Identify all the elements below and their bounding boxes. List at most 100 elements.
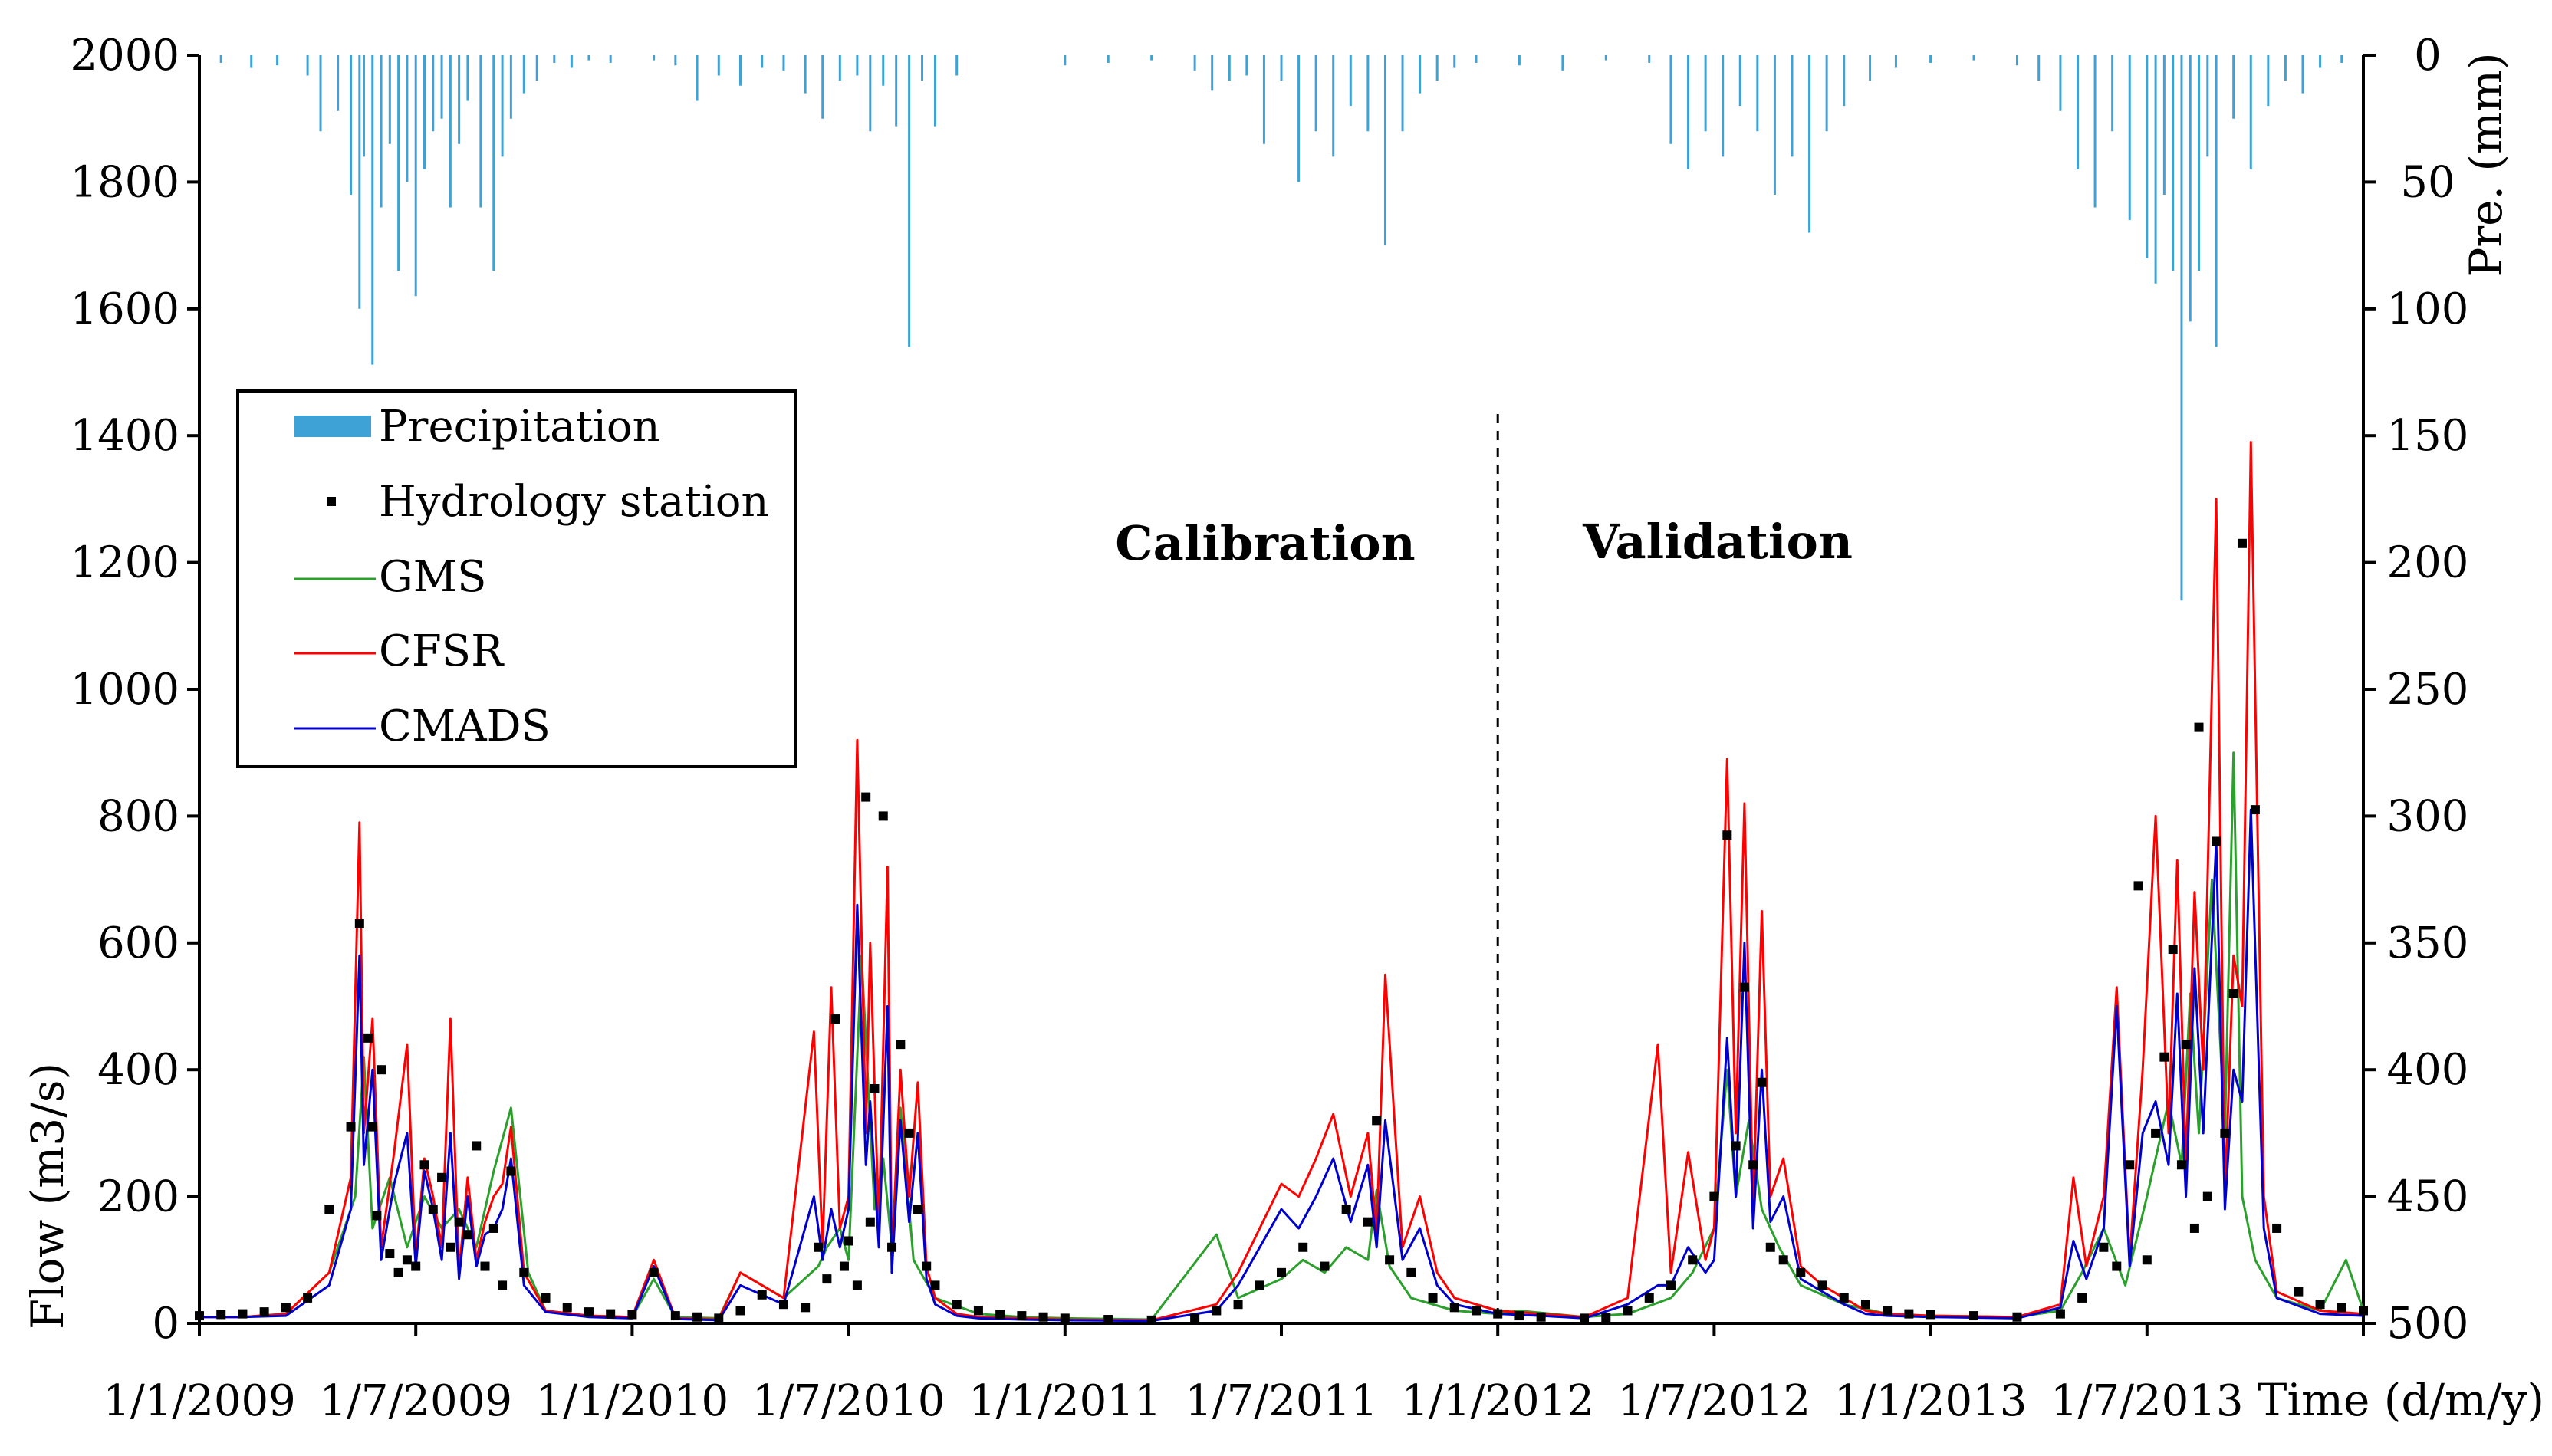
hydrology-point: [216, 1310, 226, 1320]
hydrology-point: [930, 1280, 940, 1290]
y2-axis-label: Pre. (mm): [2460, 52, 2512, 277]
hydrology-point: [1748, 1160, 1758, 1170]
hydrology-point: [2151, 1128, 2161, 1138]
y-tick-label: 200: [97, 1172, 179, 1222]
hydrology-point: [402, 1255, 412, 1265]
y-tick-label: 1600: [70, 284, 179, 334]
hydrology-point: [2142, 1255, 2152, 1265]
hydrology-point: [913, 1205, 922, 1214]
hydrology-point: [259, 1307, 269, 1317]
hydrology-point: [861, 792, 871, 802]
validation-label: Validation: [1582, 514, 1853, 570]
hydrology-point: [1739, 982, 1749, 992]
hydrology-point: [878, 811, 888, 821]
hydrology-point: [1385, 1255, 1395, 1265]
y-tick-label: 1200: [70, 538, 179, 588]
hydrology-point: [480, 1261, 490, 1271]
hydrology-point: [584, 1307, 594, 1317]
hydrology-point: [757, 1290, 767, 1300]
y2-tick-label: 0: [2414, 31, 2442, 81]
y2-tick-label: 300: [2387, 791, 2469, 841]
y-tick-label: 1800: [70, 157, 179, 207]
hydrology-point: [692, 1312, 702, 1322]
left-y-ticks: 0 200 400 600 800 1000 1200 1400 1600 1800 2000: [70, 31, 199, 1349]
x-tick-label: 1/7/2011: [1185, 1376, 1378, 1426]
hydrology-point: [870, 1084, 880, 1094]
legend-cmads-label: CMADS: [379, 702, 551, 751]
hydrology-point: [822, 1274, 832, 1284]
hydrology-point: [887, 1242, 897, 1252]
y2-tick-label: 500: [2387, 1299, 2469, 1349]
hydrology-point: [488, 1223, 498, 1233]
hydrology-point: [2294, 1287, 2304, 1297]
x-tick-label: 1/7/2013: [2050, 1376, 2244, 1426]
hydrology-point: [385, 1249, 395, 1259]
hydrology-point: [472, 1141, 482, 1151]
hydrology-point: [562, 1303, 572, 1313]
y2-tick-label: 450: [2387, 1172, 2469, 1222]
hydrology-point: [428, 1205, 438, 1214]
y-tick-label: 1400: [70, 411, 179, 461]
hydrology-point: [2189, 1223, 2199, 1233]
hydrology-point: [714, 1313, 724, 1323]
hydrology-point: [2359, 1306, 2368, 1316]
hydrology-point: [1017, 1311, 1027, 1321]
cfsr-series-line: [199, 441, 2364, 1322]
hydrology-point: [670, 1311, 680, 1321]
hydrology-point: [2194, 722, 2204, 732]
hydrology-point: [1536, 1312, 1546, 1322]
hydrology-point: [1926, 1310, 1935, 1320]
hydrology-point: [1765, 1242, 1775, 1252]
hydrology-point: [1796, 1267, 1806, 1277]
hydrology-point: [2112, 1261, 2122, 1271]
hydrology-point: [973, 1306, 983, 1316]
hydrology-point: [346, 1122, 356, 1132]
precipitation-bars: [219, 55, 2343, 601]
hydrology-point: [995, 1310, 1005, 1320]
legend: Precipitation Hydrology station GMS CFSR…: [236, 389, 798, 768]
hydrology-point: [2168, 945, 2178, 955]
right-y-ticks: 0 50 100 150 200 250 300 350 400 450 500: [2363, 31, 2468, 1349]
hydrology-point: [1372, 1116, 1382, 1126]
y-tick-label: 600: [97, 919, 179, 968]
hydrology-point: [1778, 1255, 1788, 1265]
hydrology-point: [1298, 1242, 1308, 1252]
hydrology-point: [1904, 1309, 1914, 1319]
hydrology-point: [1363, 1217, 1373, 1227]
hydrology-point: [454, 1217, 464, 1227]
y2-tick-label: 350: [2387, 919, 2469, 968]
hydrology-point: [606, 1309, 616, 1319]
hydrology-point: [1190, 1313, 1200, 1323]
hydrology-point: [1038, 1312, 1048, 1322]
legend-gms-label: GMS: [379, 552, 486, 602]
hydrology-point: [446, 1242, 455, 1252]
hydrology-point: [896, 1040, 906, 1050]
y2-tick-label: 250: [2387, 665, 2469, 715]
y-tick-label: 800: [97, 791, 179, 841]
hydrology-point: [1731, 1141, 1741, 1151]
hydrology-point: [830, 1014, 840, 1024]
hydrology-point: [1277, 1267, 1286, 1277]
hydrology-point: [1471, 1306, 1481, 1316]
hydrology-point: [2220, 1128, 2230, 1138]
hydrology-point: [462, 1230, 472, 1240]
hydrology-point: [1449, 1303, 1459, 1313]
hydrology-point: [865, 1217, 875, 1227]
hydrology-point: [393, 1267, 403, 1277]
hydrology-point: [303, 1293, 313, 1303]
y2-tick-label: 200: [2387, 538, 2469, 588]
hydrology-point: [1722, 830, 1732, 840]
hydrology-point: [1883, 1306, 1893, 1316]
hydrology-point: [377, 1065, 386, 1075]
hydrology-point: [1580, 1313, 1590, 1323]
hydrology-point: [2315, 1300, 2325, 1310]
y-axis-label: Flow (m3/s): [21, 1063, 74, 1329]
hydrology-point: [2250, 805, 2260, 815]
hydrology-point: [1757, 1077, 1767, 1087]
legend-hydrology-label: Hydrology station: [379, 477, 769, 527]
y-tick-label: 0: [152, 1299, 179, 1349]
hydrology-station-markers: [195, 538, 2368, 1325]
hydrology-point: [952, 1300, 962, 1310]
x-tick-label: 1/1/2010: [536, 1376, 729, 1426]
